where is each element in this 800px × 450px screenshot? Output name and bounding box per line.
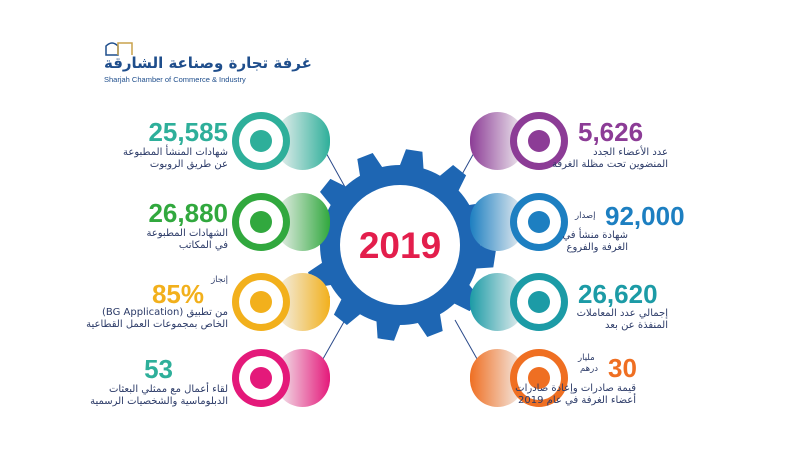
printer-icon [250, 211, 272, 233]
stat-number: 26,880 [148, 198, 228, 228]
infographic-card: غرفة تجارة وصناعة الشارقة Sharjah Chambe… [86, 5, 700, 445]
robot-icon [250, 130, 272, 152]
stat-prefix: مليار [578, 353, 595, 363]
stat-label: لقاء أعمال مع ممثلي البعثات الدبلوماسية و… [90, 384, 228, 407]
logo-english: Sharjah Chamber of Commerce & Industry [104, 75, 246, 84]
stat-office-certificates: 26,880 الشهادات المطبوعة في المكاتب [120, 193, 330, 251]
stat-label: الشهادات المطبوعة في المكاتب [146, 228, 228, 251]
logo-arabic: غرفة تجارة وصناعة الشارقة [104, 54, 312, 72]
certificate-icon [528, 130, 550, 152]
stat-number: 30 [608, 353, 637, 383]
chamber-logo: غرفة تجارة وصناعة الشارقة Sharjah Chambe… [100, 38, 312, 88]
stat-number: 53 [144, 354, 173, 384]
transfer-icon [528, 367, 550, 389]
stat-robot-certificates: 25,585 شهادات المنشأ المطبوعة عن طريق الر… [120, 112, 330, 170]
stat-prefix: إصدار [575, 211, 596, 221]
stat-exports-value: مليار درهم 30 قيمة صادرات وإعادة صادرات أ… [470, 349, 680, 407]
document-icon [528, 211, 550, 233]
stat-label: عدد الأعضاء الجدد المنضوين تحت مظلة الغرف… [552, 147, 668, 170]
year-label: 2019 [358, 225, 442, 266]
stat-number: 85% [151, 279, 204, 309]
handshake-icon [250, 367, 272, 389]
stat-prefix: إنجاز [211, 275, 228, 285]
stat-label: قيمة صادرات وإعادة صادرات أعضاء الغرفة في… [515, 383, 636, 406]
stat-bg-application: إنجاز 85% من تطبيق (BG Application) الخاص… [86, 273, 330, 331]
stat-number: 25,585 [148, 117, 228, 147]
gear-phone-icon [250, 291, 272, 313]
building-icon [105, 42, 133, 56]
monitor-icon [528, 291, 550, 313]
gear-center [340, 185, 460, 305]
stat-remote-transactions: 26,620 إجمالي عدد المعاملات المنفذة عن بع… [470, 273, 680, 331]
stat-number: 5,626 [578, 117, 644, 147]
stat-prefix: درهم [580, 364, 599, 374]
stat-number: 92,000 [605, 201, 685, 231]
stat-label: من تطبيق (BG Application) الخاص بمجموعات … [86, 307, 228, 330]
stat-origin-certificates: إصدار 92,000 شهادة منشأ في الغرفة والفروع [470, 193, 685, 253]
stat-number: 26,620 [578, 279, 658, 309]
stat-new-members: 5,626 عدد الأعضاء الجدد المنضوين تحت مظلة… [470, 112, 680, 170]
stat-label: شهادات المنشأ المطبوعة عن طريق الروبوت [123, 147, 228, 170]
stat-label: شهادة منشأ في الغرفة والفروع [562, 230, 628, 253]
stat-business-meetings: 53 لقاء أعمال مع ممثلي البعثات الدبلوماسي… [90, 349, 330, 407]
stat-label: إجمالي عدد المعاملات المنفذة عن بعد [576, 308, 668, 331]
